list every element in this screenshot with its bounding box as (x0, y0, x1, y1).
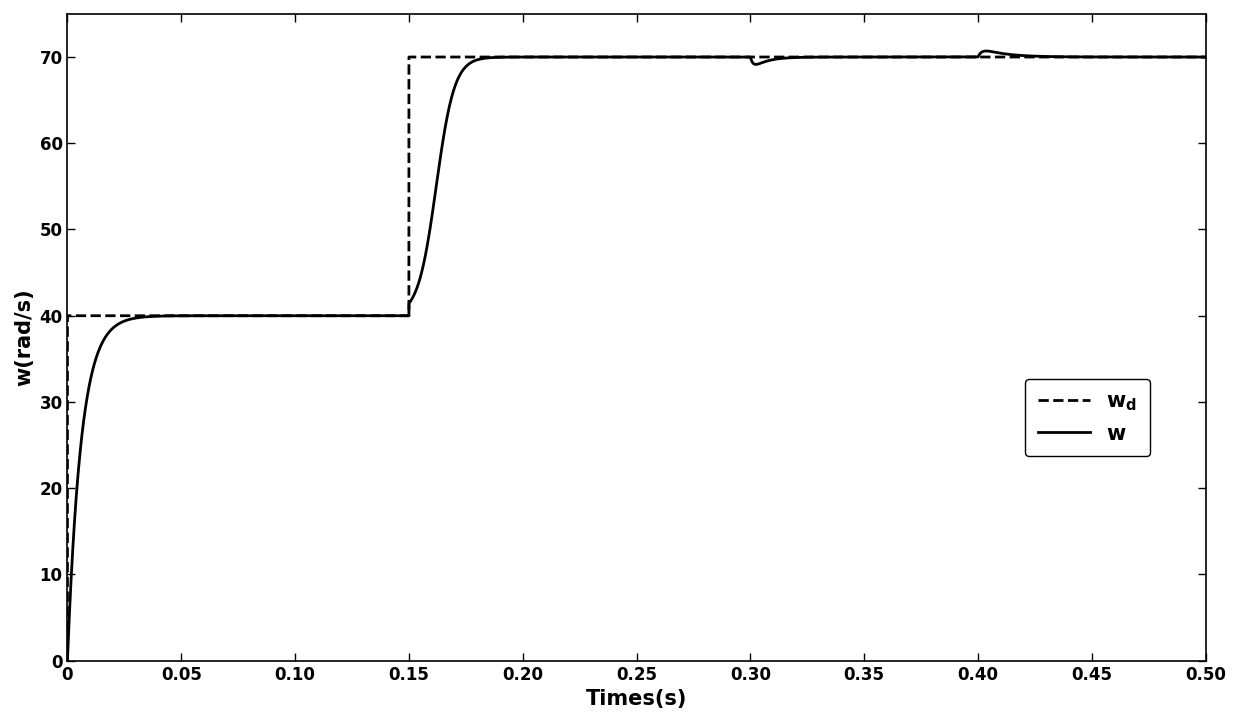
X-axis label: Times(s): Times(s) (585, 689, 687, 709)
Y-axis label: w(rad/s): w(rad/s) (14, 288, 33, 386)
Legend: $\mathbf{w_d}$, $\mathbf{w}$: $\mathbf{w_d}$, $\mathbf{w}$ (1025, 380, 1149, 456)
